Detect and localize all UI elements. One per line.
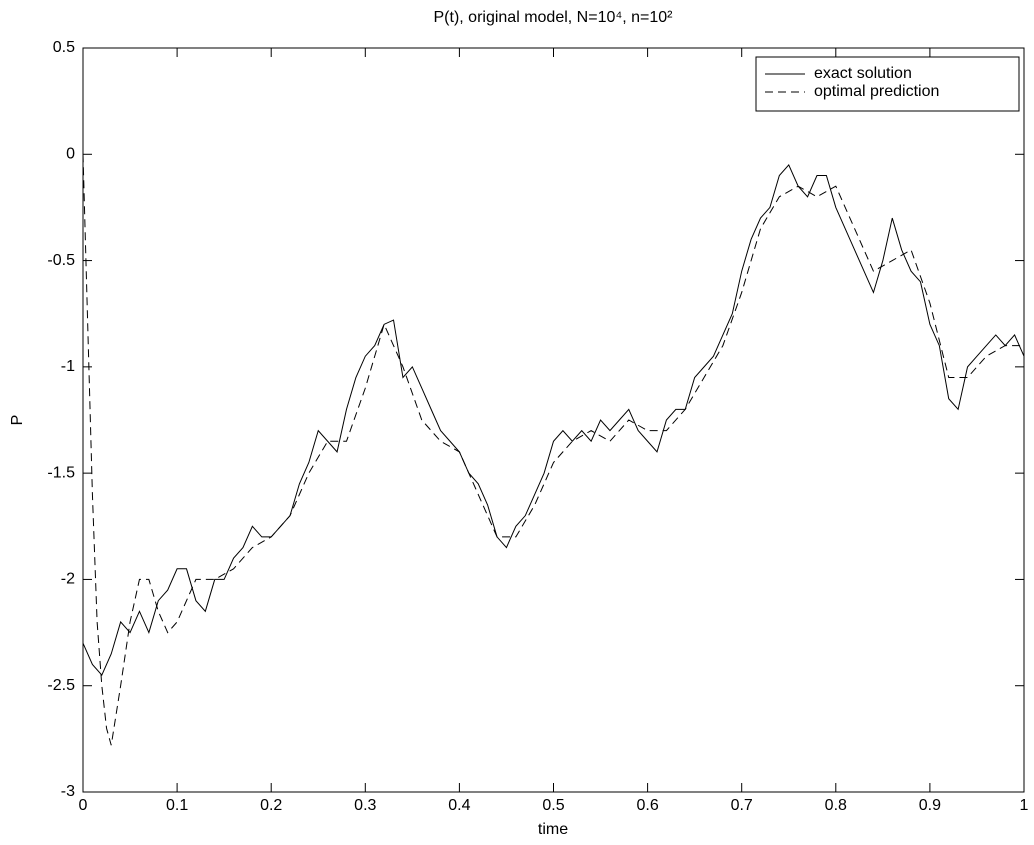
- y-tick-label: -2.5: [47, 677, 75, 694]
- y-tick-label: -2: [61, 571, 75, 588]
- data-line: [82, 163, 1025, 677]
- y-tick-label: -1.5: [47, 464, 75, 481]
- y-axis-label: P: [9, 415, 26, 426]
- legend-label: optimal prediction: [814, 83, 939, 100]
- legend-label: exact solution: [814, 65, 912, 82]
- y-tick-label: 0: [66, 146, 75, 163]
- x-tick-label: 0.3: [354, 797, 376, 814]
- data-line: [82, 154, 1024, 746]
- x-axis-label: time: [538, 821, 568, 838]
- y-tick-label: -1: [61, 358, 75, 375]
- y-tick-label: 0.5: [53, 39, 75, 56]
- x-tick-label: 0.5: [542, 797, 564, 814]
- x-tick-label: 0.4: [448, 797, 470, 814]
- x-tick-label: 0.7: [731, 797, 753, 814]
- legend-box: [755, 56, 1020, 112]
- x-tick-label: 0.6: [636, 797, 658, 814]
- y-tick-label: -0.5: [47, 252, 75, 269]
- y-tick-label: -3: [61, 783, 75, 800]
- x-tick-label: 1: [1020, 797, 1029, 814]
- x-tick-label: 0: [79, 797, 88, 814]
- x-tick-label: 0.1: [166, 797, 188, 814]
- chart-title: P(t), original model, N=10⁴, n=10²: [434, 9, 674, 26]
- x-tick-label: 0.9: [919, 797, 941, 814]
- x-tick-label: 0.2: [260, 797, 282, 814]
- x-tick-label: 0.8: [825, 797, 847, 814]
- plot-frame: [82, 47, 1025, 793]
